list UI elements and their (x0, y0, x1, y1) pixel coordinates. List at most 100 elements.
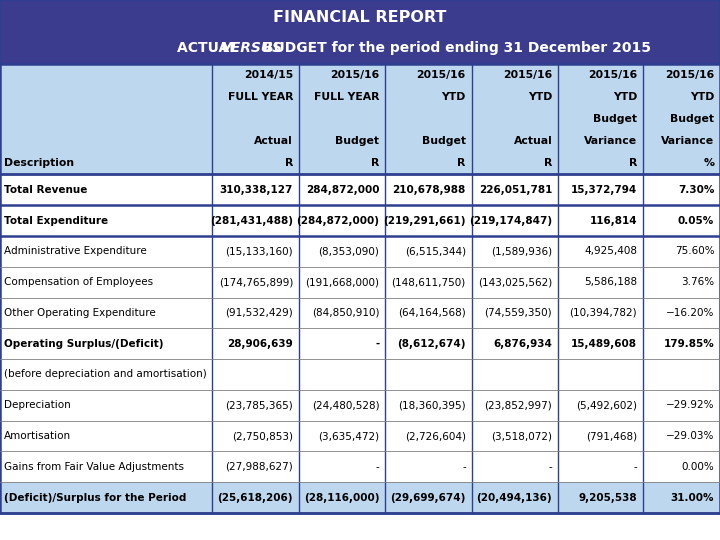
Text: 3.76%: 3.76% (681, 277, 714, 287)
Text: Total Revenue: Total Revenue (4, 185, 88, 195)
Text: ACTUAL: ACTUAL (177, 42, 243, 56)
Text: (8,353,090): (8,353,090) (318, 246, 379, 256)
Text: (15,133,160): (15,133,160) (225, 246, 293, 256)
Text: 2015/16: 2015/16 (588, 70, 637, 80)
Text: %: % (703, 158, 714, 168)
Text: (24,480,528): (24,480,528) (312, 400, 379, 410)
Text: 15,489,608: 15,489,608 (571, 339, 637, 349)
Text: 75.60%: 75.60% (675, 246, 714, 256)
Bar (0, 64, 720, 513)
Text: Budget: Budget (593, 114, 637, 124)
Text: 310,338,127: 310,338,127 (220, 185, 293, 195)
Text: Actual: Actual (254, 136, 293, 146)
Text: −29.92%: −29.92% (666, 400, 714, 410)
Text: (1,589,936): (1,589,936) (491, 246, 552, 256)
Text: −16.20%: −16.20% (666, 308, 714, 318)
Text: (191,668,000): (191,668,000) (305, 277, 379, 287)
Text: (219,174,847): (219,174,847) (469, 215, 552, 226)
Text: 2015/16: 2015/16 (503, 70, 552, 80)
Text: 5,586,188: 5,586,188 (584, 277, 637, 287)
Text: Compensation of Employees: Compensation of Employees (4, 277, 153, 287)
Text: 2014/15: 2014/15 (244, 70, 293, 80)
Text: (10,394,782): (10,394,782) (570, 308, 637, 318)
Bar (0, 482, 720, 513)
Text: R: R (544, 158, 552, 168)
Text: (5,492,602): (5,492,602) (576, 400, 637, 410)
Text: Budget: Budget (670, 114, 714, 124)
Text: -: - (375, 339, 379, 349)
Text: (29,699,674): (29,699,674) (390, 492, 466, 503)
Text: 0.05%: 0.05% (678, 215, 714, 226)
Text: 4,925,408: 4,925,408 (584, 246, 637, 256)
Text: (6,515,344): (6,515,344) (405, 246, 466, 256)
Text: R: R (371, 158, 379, 168)
Text: (219,291,661): (219,291,661) (383, 215, 466, 226)
Text: Variance: Variance (661, 136, 714, 146)
Text: YTD: YTD (528, 92, 552, 102)
Text: (174,765,899): (174,765,899) (219, 277, 293, 287)
Text: (23,785,365): (23,785,365) (225, 400, 293, 410)
Text: Depreciation: Depreciation (4, 400, 71, 410)
Text: (284,872,000): (284,872,000) (297, 215, 379, 226)
Text: (27,988,627): (27,988,627) (225, 462, 293, 472)
Text: Gains from Fair Value Adjustments: Gains from Fair Value Adjustments (4, 462, 184, 472)
Text: 31.00%: 31.00% (671, 492, 714, 503)
Text: Description: Description (4, 158, 74, 168)
Text: FINANCIAL REPORT: FINANCIAL REPORT (274, 10, 446, 25)
Text: (91,532,429): (91,532,429) (225, 308, 293, 318)
Text: 2015/16: 2015/16 (417, 70, 466, 80)
Text: BUDGET for the period ending 31 December 2015: BUDGET for the period ending 31 December… (258, 42, 651, 56)
Text: (3,635,472): (3,635,472) (318, 431, 379, 441)
Text: Budget: Budget (336, 136, 379, 146)
Text: (143,025,562): (143,025,562) (478, 277, 552, 287)
Text: (64,164,568): (64,164,568) (398, 308, 466, 318)
Text: Amortisation: Amortisation (4, 431, 71, 441)
Text: YTD: YTD (690, 92, 714, 102)
Text: (281,431,488): (281,431,488) (210, 215, 293, 226)
Text: (8,612,674): (8,612,674) (397, 339, 466, 349)
Text: (84,850,910): (84,850,910) (312, 308, 379, 318)
Text: (25,618,206): (25,618,206) (217, 492, 293, 503)
Text: 2015/16: 2015/16 (330, 70, 379, 80)
Text: 6,876,934: 6,876,934 (493, 339, 552, 349)
Text: Actual: Actual (513, 136, 552, 146)
Text: Variance: Variance (584, 136, 637, 146)
Text: (148,611,750): (148,611,750) (392, 277, 466, 287)
Text: -: - (549, 462, 552, 472)
Text: Administrative Expenditure: Administrative Expenditure (4, 246, 147, 256)
Text: VERSUS: VERSUS (220, 42, 283, 56)
Text: 226,051,781: 226,051,781 (479, 185, 552, 195)
Text: (2,726,604): (2,726,604) (405, 431, 466, 441)
Text: 210,678,988: 210,678,988 (392, 185, 466, 195)
Text: Other Operating Expenditure: Other Operating Expenditure (4, 308, 156, 318)
Text: 179.85%: 179.85% (664, 339, 714, 349)
Text: (74,559,350): (74,559,350) (485, 308, 552, 318)
Text: Total Expenditure: Total Expenditure (4, 215, 109, 226)
Text: YTD: YTD (441, 92, 466, 102)
Text: (23,852,997): (23,852,997) (485, 400, 552, 410)
Text: 7.30%: 7.30% (678, 185, 714, 195)
Text: (2,750,853): (2,750,853) (232, 431, 293, 441)
Text: Budget: Budget (422, 136, 466, 146)
Text: (20,494,136): (20,494,136) (477, 492, 552, 503)
Text: (3,518,072): (3,518,072) (491, 431, 552, 441)
Text: (before depreciation and amortisation): (before depreciation and amortisation) (4, 369, 207, 380)
Text: (18,360,395): (18,360,395) (398, 400, 466, 410)
Text: R: R (457, 158, 466, 168)
Text: R: R (284, 158, 293, 168)
Bar (0, 64, 720, 174)
Text: -: - (634, 462, 637, 472)
Text: ACTUAL VERSUS BUDGET for the period ending 31 December 2015: ACTUAL VERSUS BUDGET for the period endi… (99, 42, 621, 56)
Bar (0, 0, 720, 64)
Text: 2015/16: 2015/16 (665, 70, 714, 80)
Text: ACTUAL VERSUS BUDGET for the period ending 31 December 2015: ACTUAL VERSUS BUDGET for the period endi… (101, 42, 619, 56)
Text: -: - (376, 462, 379, 472)
Text: 116,814: 116,814 (590, 215, 637, 226)
Text: R: R (629, 158, 637, 168)
Text: 28,906,639: 28,906,639 (228, 339, 293, 349)
Text: (28,116,000): (28,116,000) (304, 492, 379, 503)
Text: -: - (462, 462, 466, 472)
Text: 284,872,000: 284,872,000 (306, 185, 379, 195)
Text: 15,372,794: 15,372,794 (571, 185, 637, 195)
Text: (791,468): (791,468) (586, 431, 637, 441)
